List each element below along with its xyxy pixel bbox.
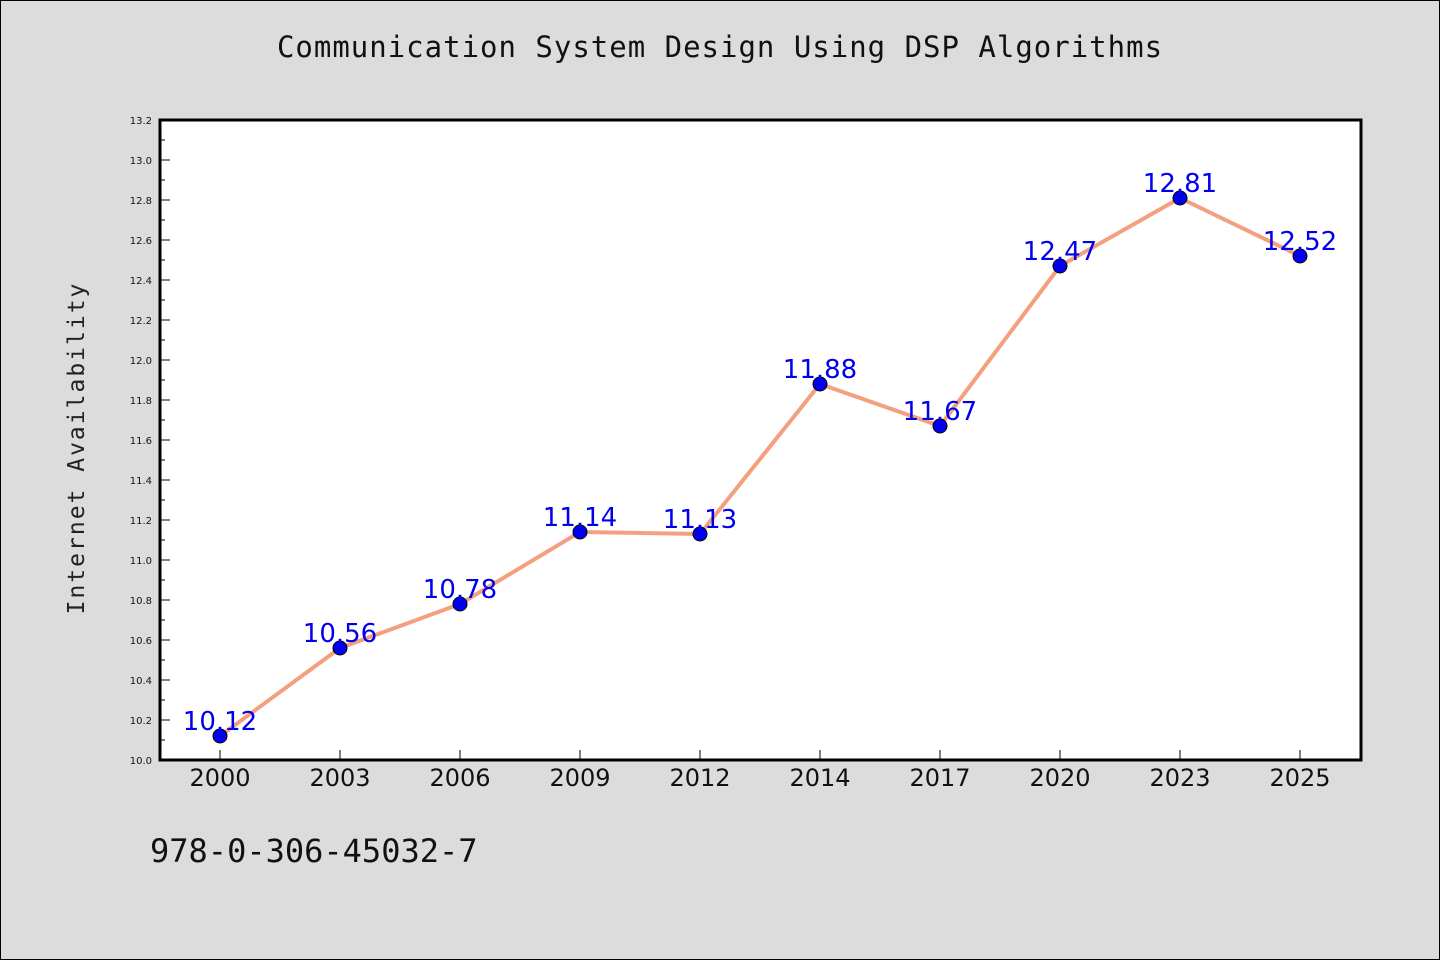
y-axis-label: Internet Availability [64, 282, 90, 615]
data-point [212, 728, 228, 744]
data-label: 11.88 [783, 355, 857, 385]
x-tick-label: 2020 [1029, 764, 1090, 792]
data-point [452, 596, 468, 612]
series-layer: 10.12 10.56 10.78 11.14 11.13 11.88 11.67 12.47… [183, 169, 1337, 744]
data-point [1052, 258, 1068, 274]
data-label: 12.52 [1263, 227, 1337, 257]
x-axis: 2000 2003 2006 2009 2012 2014 2017 2020 2023 2025 [189, 750, 1331, 792]
data-label: 10.56 [303, 619, 377, 649]
plot-area [158, 118, 1363, 762]
y-tick-label: 10.4 [130, 676, 152, 687]
x-tick-label: 2017 [909, 764, 970, 792]
data-point [1292, 248, 1308, 264]
y-tick-label: 10.0 [130, 756, 152, 767]
data-label: 11.67 [903, 397, 977, 427]
y-tick-label: 11.8 [130, 396, 152, 407]
x-tick-label: 2009 [549, 764, 610, 792]
data-label: 12.47 [1023, 237, 1097, 267]
data-point [932, 418, 948, 434]
data-label: 11.13 [663, 505, 737, 535]
y-tick-label: 10.2 [130, 716, 152, 727]
isbn-text: 978-0-306-45032-7 [150, 832, 478, 870]
y-tick-label: 12.8 [130, 196, 152, 207]
x-tick-label: 2014 [789, 764, 850, 792]
x-tick-label: 2000 [189, 764, 250, 792]
data-label: 11.14 [543, 503, 617, 533]
y-tick-label: 12.0 [130, 356, 152, 367]
data-point [1172, 190, 1188, 206]
y-tick-label: 11.6 [130, 436, 152, 447]
y-tick-label: 11.2 [130, 516, 152, 527]
x-tick-label: 2003 [309, 764, 370, 792]
y-tick-label: 10.6 [130, 636, 152, 647]
y-tick-label: 13.2 [130, 116, 152, 127]
y-tick-label: 10.8 [130, 596, 152, 607]
y-tick-label: 12.4 [130, 276, 152, 287]
x-tick-label: 2023 [1149, 764, 1210, 792]
data-point [572, 524, 588, 540]
data-label: 12.81 [1143, 169, 1217, 199]
data-label: 10.12 [183, 707, 257, 737]
data-point [332, 640, 348, 656]
y-tick-label: 11.0 [130, 556, 152, 567]
y-tick-label: 12.6 [130, 236, 152, 247]
y-tick-label: 12.2 [130, 316, 152, 327]
chart-title: Communication System Design Using DSP Al… [276, 30, 1164, 64]
y-tick-label: 11.4 [130, 476, 152, 487]
x-tick-label: 2006 [429, 764, 490, 792]
y-axis: 10.0 10.2 10.4 10.6 10.8 11.0 11.2 11.4 11.6 11.8… [130, 116, 170, 767]
series-line [218, 196, 1301, 738]
x-tick-label: 2012 [669, 764, 730, 792]
data-label: 10.78 [423, 575, 497, 605]
y-tick-label: 13.0 [130, 156, 152, 167]
data-point [812, 376, 828, 392]
data-point [692, 526, 708, 542]
x-tick-label: 2025 [1269, 764, 1330, 792]
